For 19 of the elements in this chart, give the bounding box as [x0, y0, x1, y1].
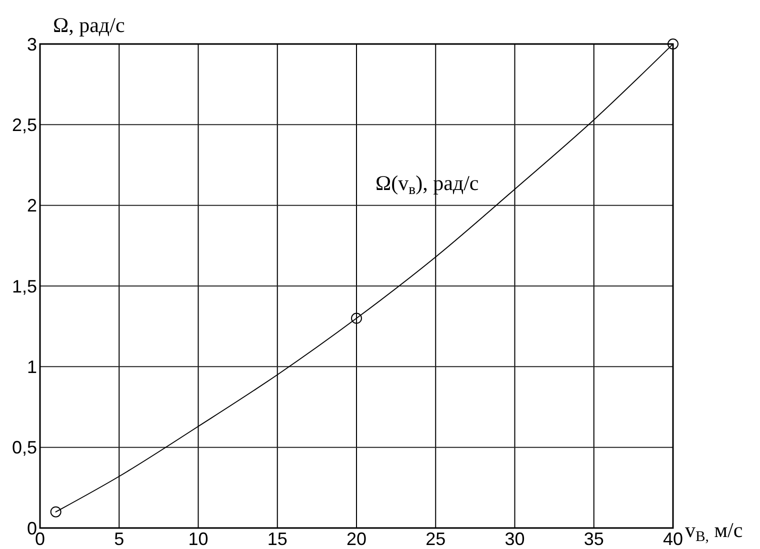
x-axis-title: v$_{В,}$ м/с [685, 518, 743, 545]
x-tick-label: 30 [504, 529, 525, 549]
x-tick-label: 15 [267, 529, 288, 549]
x-tick-label: 40 [662, 529, 684, 549]
point [50, 506, 62, 518]
y-axis-title: Ω, рад/с [53, 13, 125, 37]
y-tick-label: 3 [26, 34, 37, 54]
y-tick-label: 0,5 [12, 438, 37, 458]
x-tick-label: 20 [346, 529, 367, 549]
y-tick-label: 1,5 [12, 276, 37, 296]
y-tick-label: 1 [26, 356, 37, 377]
x-tick-label: 5 [114, 529, 124, 549]
y-tick-label: 2,5 [12, 114, 37, 135]
y-tick-label: 2 [26, 196, 37, 216]
x-tick-label: 25 [426, 529, 446, 549]
x-tick-label: 35 [584, 529, 604, 549]
x-tick-label: 10 [188, 529, 208, 549]
point [668, 38, 678, 50]
point [351, 312, 362, 324]
